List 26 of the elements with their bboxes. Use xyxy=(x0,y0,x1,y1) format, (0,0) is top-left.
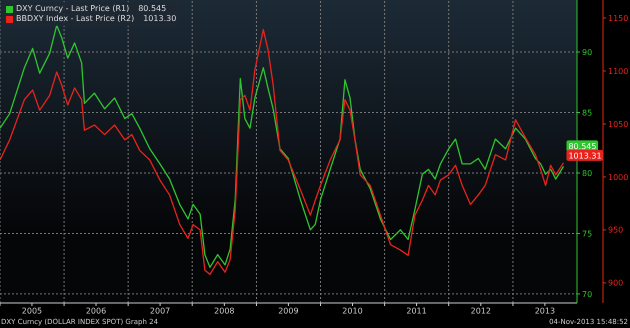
y2-tick-label: 1000 xyxy=(608,172,628,182)
x-tick-label: 2008 xyxy=(214,306,235,316)
y2-tick-label: 1050 xyxy=(608,120,628,129)
y-tick-label: 80 xyxy=(582,168,592,178)
y2-tick-label: 900 xyxy=(608,278,624,288)
x-tick-label: 2010 xyxy=(342,306,363,316)
data-label: 80.545 xyxy=(568,142,596,151)
y-tick-label: 85 xyxy=(582,108,592,118)
x-tick-label: 2011 xyxy=(406,306,427,316)
x-tick-label: 2012 xyxy=(470,306,491,316)
x-tick-label: 2006 xyxy=(86,306,106,316)
annotation: 1013.30 xyxy=(143,14,176,24)
legend-label: BBDXY Index - Last Price (R2) xyxy=(16,14,134,24)
legend-label: DXY Curncy - Last Price (R1) xyxy=(16,4,130,14)
x-tick-label: 2005 xyxy=(22,306,42,316)
y2-tick-label: 1100 xyxy=(608,66,628,76)
data-label: 1013.31 xyxy=(568,151,602,160)
y-tick-label: 90 xyxy=(582,48,592,57)
x-tick-label: 2009 xyxy=(278,306,299,316)
x-tick-label: 2007 xyxy=(150,306,170,316)
y2-tick-label: 1150 xyxy=(608,14,628,23)
x-tick-label: 2013 xyxy=(534,306,556,316)
y2-tick-label: 950 xyxy=(608,226,624,235)
y-tick-label: 70 xyxy=(582,290,592,299)
annotation: 80.545 xyxy=(138,4,166,14)
y-tick-label: 75 xyxy=(582,229,592,238)
